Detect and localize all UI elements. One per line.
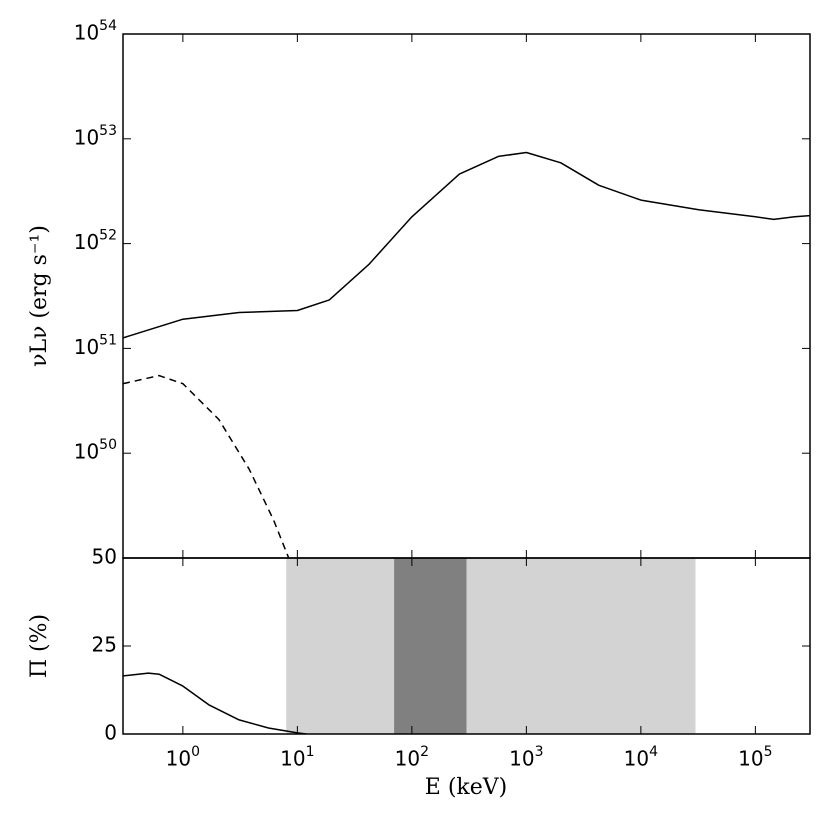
top-frame xyxy=(122,33,811,559)
y-tick-label: 0 xyxy=(104,721,117,745)
curve xyxy=(123,374,290,558)
x-tick-label: 103 xyxy=(509,744,543,771)
x-tick-label: 105 xyxy=(738,744,772,771)
x-tick-label: 100 xyxy=(166,744,200,771)
curve xyxy=(123,151,810,339)
y-tick-label: 25 xyxy=(92,633,117,657)
shaded-band xyxy=(394,558,467,734)
x-tick-label: 101 xyxy=(280,744,314,771)
top-plot-area xyxy=(123,151,810,558)
y-tick-label: 1054 xyxy=(74,18,117,45)
bottom-plot-area xyxy=(123,558,696,734)
y-tick-label: 1052 xyxy=(74,228,117,255)
x-axis-label: E (keV) xyxy=(425,775,507,800)
y-tick-label: 1053 xyxy=(74,123,117,150)
y-axis-label: Π (%) xyxy=(27,614,52,678)
y-tick-label: 1050 xyxy=(74,437,117,464)
x-tick-label: 102 xyxy=(395,744,429,771)
y-tick-label: 50 xyxy=(92,545,117,569)
y-axis-label: νLν (erg s⁻¹) xyxy=(27,225,52,367)
curve xyxy=(123,672,307,734)
x-tick-label: 104 xyxy=(624,744,658,771)
shaded-band xyxy=(286,558,696,734)
y-tick-label: 1051 xyxy=(74,332,117,359)
